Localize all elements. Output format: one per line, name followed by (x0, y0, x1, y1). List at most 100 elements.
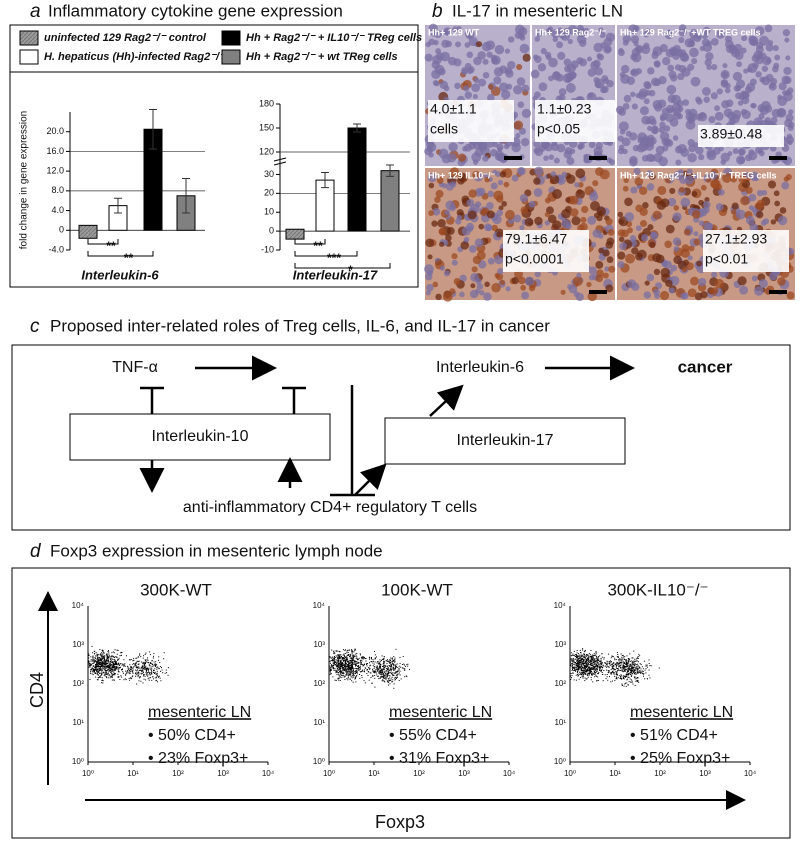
event-dot (104, 665, 106, 667)
cell (735, 92, 743, 100)
event-dot (143, 667, 145, 669)
image-label: Hh+ 129 Rag2⁻/⁻+WT TREG cells (620, 27, 761, 37)
event-dot (339, 680, 341, 682)
cell (649, 241, 656, 249)
event-dot (397, 669, 399, 671)
event-dot (349, 653, 351, 655)
cell (673, 246, 680, 252)
cell (439, 80, 448, 90)
chart-title: Interleukin-17 (293, 267, 378, 282)
event-dot (98, 661, 100, 663)
error-bar (149, 109, 157, 150)
event-dot (600, 670, 602, 672)
event-dot (394, 668, 396, 670)
event-dot (395, 666, 397, 668)
stat-text: 3.89±0.48 (700, 126, 762, 142)
event-dot (596, 679, 598, 681)
cell (652, 125, 658, 131)
event-dot (640, 670, 642, 672)
event-dot (613, 672, 615, 674)
event-dot (583, 660, 585, 662)
event-dot (109, 656, 111, 658)
event-dot (572, 669, 574, 671)
event-dot (343, 676, 345, 678)
event-dot (587, 676, 589, 678)
cell (670, 264, 678, 272)
cell (714, 278, 725, 289)
event-dot (160, 667, 162, 669)
event-dot (578, 667, 580, 669)
cell (538, 82, 548, 92)
event-dot (356, 661, 358, 663)
event-dot (594, 666, 596, 668)
event-dot (390, 666, 392, 668)
event-dot (351, 663, 353, 665)
cell (486, 201, 494, 210)
event-dot (90, 656, 92, 658)
event-dot (573, 679, 575, 681)
cell (474, 201, 482, 208)
event-dot (626, 682, 628, 684)
event-dot (616, 661, 618, 663)
event-dot (396, 672, 398, 674)
event-dot (113, 652, 115, 654)
event-dot (339, 670, 341, 672)
event-dot (350, 672, 352, 674)
event-dot (612, 668, 614, 670)
event-dot (391, 664, 393, 666)
x-tick-label: 10³ (458, 769, 470, 778)
bar (78, 224, 98, 239)
cell (425, 238, 435, 248)
event-dot (582, 662, 584, 664)
event-dot (126, 672, 128, 674)
event-dot (576, 671, 578, 673)
cell (705, 177, 712, 183)
event-dot (617, 670, 619, 672)
cell (445, 234, 452, 242)
cell (664, 29, 674, 40)
event-dot (633, 670, 635, 672)
event-dot (617, 654, 619, 656)
event-dot (390, 668, 392, 670)
event-dot (353, 663, 355, 665)
event-dot (339, 675, 341, 677)
event-dot (374, 654, 376, 656)
event-dot (101, 652, 103, 654)
cell (592, 180, 599, 187)
event-dot (344, 658, 346, 660)
cell (689, 36, 695, 43)
event-dot (383, 668, 385, 670)
event-dot (94, 670, 96, 672)
event-dot (112, 660, 114, 662)
event-dot (344, 679, 346, 681)
cell (696, 34, 702, 40)
event-dot (397, 671, 399, 673)
cell (667, 197, 677, 207)
event-dot (648, 669, 650, 671)
event-dot (335, 661, 337, 663)
event-dot (629, 668, 631, 670)
cell (680, 53, 690, 63)
event-dot (352, 673, 354, 675)
event-dot (109, 670, 111, 672)
cell (741, 91, 750, 100)
cell (630, 186, 638, 194)
image-label: Hh+ 129 Rag2⁻/⁻ (535, 27, 607, 37)
cell (677, 143, 687, 154)
cell (666, 84, 677, 95)
event-dot (351, 662, 353, 664)
cell (487, 93, 495, 102)
cell (622, 34, 631, 43)
event-dot (573, 663, 575, 665)
event-dot (364, 671, 366, 673)
cell (644, 280, 650, 286)
event-dot (391, 657, 393, 659)
cell (593, 76, 600, 84)
event-dot (385, 678, 387, 680)
event-dot (636, 679, 638, 681)
event-dot (636, 672, 638, 674)
event-dot (631, 657, 633, 659)
event-dot (617, 670, 619, 672)
panel-letter: a (30, 1, 41, 22)
event-dot (346, 670, 348, 672)
